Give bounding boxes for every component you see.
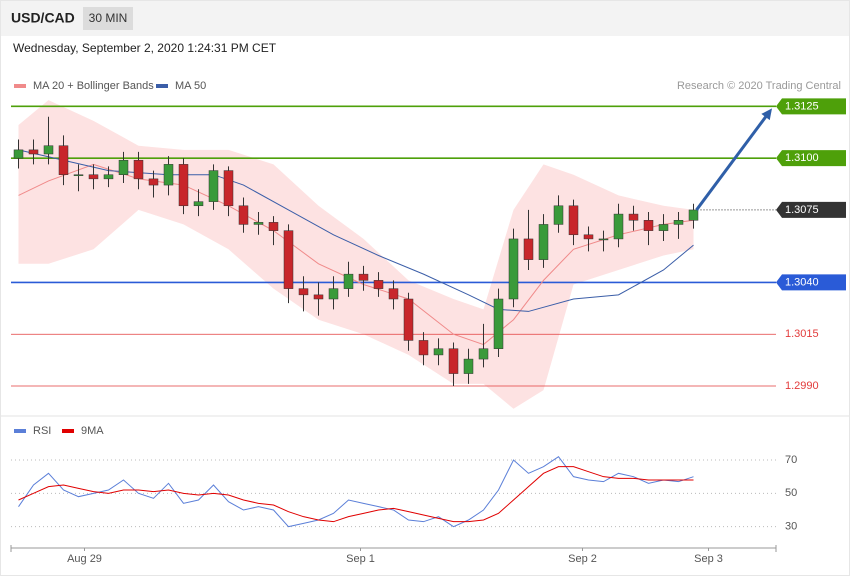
legend-swatch (14, 429, 26, 433)
candle-body (388, 288, 399, 300)
candle-body (673, 220, 684, 225)
legend-swatch (62, 429, 74, 433)
candle-body (463, 358, 474, 374)
candle-body (328, 288, 339, 300)
candle-body (658, 224, 669, 231)
x-tick-label: Sep 1 (346, 553, 375, 565)
level-label: 1.3100 (785, 152, 819, 164)
x-tick-label: Sep 3 (694, 553, 723, 565)
candle-body (223, 170, 234, 207)
legend-swatch (156, 84, 168, 88)
candle-body (118, 159, 129, 175)
level-label: 1.3040 (785, 276, 819, 288)
level-tag (776, 274, 846, 291)
candle-body (418, 340, 429, 356)
candle-body (613, 213, 624, 240)
level-label: 1.3015 (785, 328, 819, 340)
ma-line (18, 163, 694, 346)
candle-body (403, 298, 414, 341)
candle-body (148, 178, 159, 186)
candle-body (298, 288, 309, 296)
timeframe-box[interactable] (83, 7, 133, 30)
watermark: Research © 2020 Trading Central (677, 80, 841, 92)
candle-body (73, 174, 84, 176)
candle-body (88, 174, 99, 180)
candle-body (628, 213, 639, 221)
candle-body (238, 205, 249, 225)
candle-body (268, 222, 279, 231)
candle-body (208, 170, 219, 202)
candle-body (178, 164, 189, 207)
candle-body (163, 164, 174, 186)
candle-body (493, 298, 504, 349)
candle-body (583, 234, 594, 240)
candle-body (598, 238, 609, 241)
candle-body (478, 348, 489, 360)
indicator-line (18, 466, 694, 523)
candle-body (58, 145, 69, 175)
candle-body (373, 280, 384, 289)
projection-arrow (695, 115, 768, 211)
projection-arrowhead (761, 108, 772, 121)
candle-body (28, 149, 39, 155)
y-tick-label: 70 (785, 454, 797, 466)
ma-line (18, 149, 694, 312)
candle-body (448, 348, 459, 374)
candle-body (193, 201, 204, 207)
level-tag (776, 201, 846, 218)
candle-body (508, 238, 519, 300)
candle-body (538, 224, 549, 260)
level-label: 1.2990 (785, 380, 819, 392)
y-tick-label: 50 (785, 487, 797, 499)
level-tag (776, 150, 846, 167)
legend-label: 9MA (81, 425, 104, 437)
header-bar (0, 0, 850, 36)
candle-body (313, 294, 324, 300)
candle-body (103, 174, 114, 180)
candle-body (688, 209, 699, 221)
legend-label: MA 20 + Bollinger Bands (33, 80, 154, 92)
level-label: 1.3075 (785, 204, 819, 216)
candle-body (13, 149, 24, 159)
symbol: USD/CAD (11, 10, 75, 26)
legend-label: MA 50 (175, 80, 206, 92)
legend-label: RSI (33, 425, 51, 437)
bollinger-band (18, 100, 694, 409)
candle-body (133, 159, 144, 180)
timeframe[interactable]: 30 MIN (89, 11, 128, 25)
candle-body (253, 222, 264, 225)
legend-swatch (14, 84, 26, 88)
candle-body (523, 238, 534, 260)
x-tick-label: Aug 29 (67, 553, 102, 565)
y-tick-label: 30 (785, 521, 797, 533)
indicator-line (18, 455, 694, 528)
level-tag (776, 98, 846, 115)
candle-body (433, 348, 444, 356)
candle-body (568, 205, 579, 236)
candle-body (358, 273, 369, 281)
level-label: 1.3125 (785, 100, 819, 112)
candle-body (43, 145, 54, 155)
candle-body (343, 273, 354, 289)
x-tick-label: Sep 2 (568, 553, 597, 565)
timestamp: Wednesday, September 2, 2020 1:24:31 PM … (13, 41, 277, 55)
candle-body (283, 230, 294, 289)
candle-body (643, 220, 654, 231)
candle-body (553, 205, 564, 225)
